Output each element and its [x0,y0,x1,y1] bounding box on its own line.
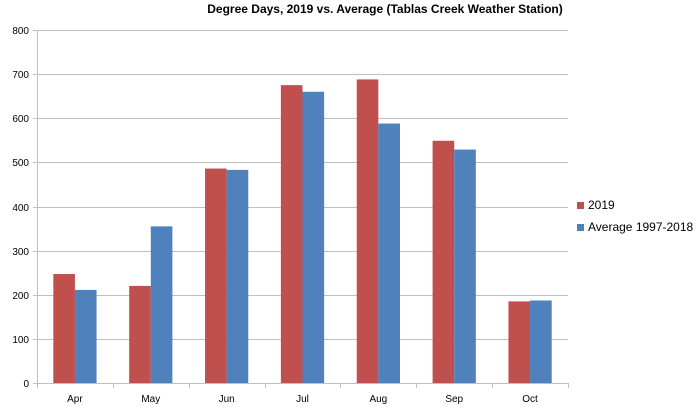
y-tick-label: 800 [12,26,29,37]
y-tick-label: 700 [12,70,29,81]
x-tick-label: Sep [445,394,463,405]
x-tick-label: Jun [219,394,235,405]
y-tick-label: 500 [12,158,29,169]
chart-title: Degree Days, 2019 vs. Average (Tablas Cr… [207,2,563,16]
bar-aug-average [378,123,400,384]
bar-jul-average [302,91,325,384]
legend-swatch-2019 [577,201,584,209]
bar-aug-2019 [356,79,379,384]
bar-apr-2019 [53,274,75,383]
bar-oct-2019 [508,301,531,383]
bar-may-average [150,226,173,383]
legend-item-2019: 2019 [577,194,693,216]
y-tick-label: 400 [12,203,29,214]
x-tick-label: Aug [369,394,387,405]
x-tick-label: Apr [67,394,83,405]
bars [53,79,552,384]
y-tick-label: 600 [12,114,29,125]
x-tick-label: Oct [522,394,538,405]
legend: 2019 Average 1997-2018 [577,194,693,238]
x-tick-label: May [141,394,160,405]
y-axis: 0 100 200 300 400 500 600 700 800 [12,26,38,390]
bar-apr-average [74,289,97,383]
bar-sep-2019 [432,140,455,383]
x-axis: Apr May Jun Jul Aug Sep Oct [37,383,569,405]
legend-item-average: Average 1997-2018 [577,216,693,238]
y-tick-label: 0 [23,379,29,390]
x-tick-label: Jul [296,394,309,405]
y-tick-label: 200 [12,291,29,302]
bar-oct-average [530,300,552,383]
legend-swatch-average [577,223,584,231]
bar-jun-average [226,169,249,383]
bar-sep-average [454,149,476,383]
bar-jun-2019 [205,168,227,383]
bar-may-2019 [129,285,151,383]
legend-label: Average 1997-2018 [588,220,694,234]
y-tick-label: 100 [12,335,29,346]
y-tick-label: 300 [12,247,29,258]
legend-label: 2019 [588,198,615,212]
bar-jul-2019 [280,85,303,383]
